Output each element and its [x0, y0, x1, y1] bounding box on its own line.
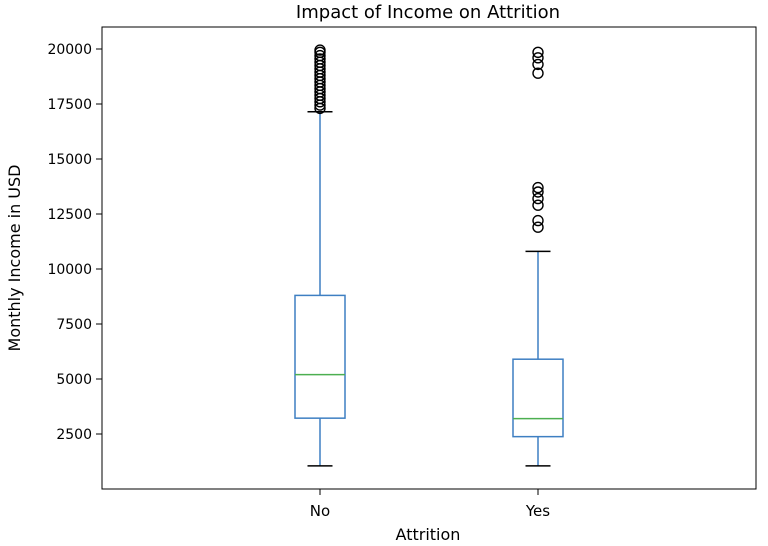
outlier-point — [314, 53, 326, 65]
outlier-point — [532, 221, 544, 233]
outlier-point — [532, 52, 544, 64]
y-axis-label: Monthly Income in USD — [5, 165, 24, 352]
y-tick-label: 17500 — [47, 97, 92, 113]
outlier-point — [314, 44, 326, 56]
box-yes — [512, 46, 564, 467]
y-tick-label: 12500 — [47, 207, 92, 223]
outlier-point — [314, 49, 326, 62]
x-tick-label: No — [310, 502, 330, 520]
plot-area-frame — [101, 26, 757, 490]
outlier-point — [532, 186, 544, 198]
outlier-point — [532, 181, 544, 194]
y-tick-label: 15000 — [47, 152, 92, 168]
outlier-point — [532, 46, 544, 58]
x-tick-label: Yes — [525, 502, 550, 520]
outlier-point — [532, 199, 544, 211]
box-no — [294, 44, 346, 467]
outlier-point — [532, 58, 544, 71]
y-tick-label: 2500 — [56, 427, 92, 443]
y-tick-label: 7500 — [56, 317, 92, 333]
y-tick-label: 5000 — [56, 372, 92, 388]
x-axis-label: Attrition — [396, 525, 461, 544]
iqr-box — [512, 358, 564, 438]
box-series — [294, 44, 564, 467]
y-axis: 2500 5000 7500 10000 12500 15000 17500 20000 — [47, 42, 102, 443]
outlier-point — [532, 214, 544, 227]
y-tick-label: 20000 — [47, 42, 92, 58]
iqr-box — [294, 294, 346, 419]
y-tick-label: 10000 — [47, 262, 92, 278]
outlier-point — [532, 192, 544, 205]
x-axis: No Yes — [310, 489, 550, 520]
outlier-point — [532, 67, 544, 79]
chart-title: Impact of Income on Attrition — [296, 2, 560, 23]
